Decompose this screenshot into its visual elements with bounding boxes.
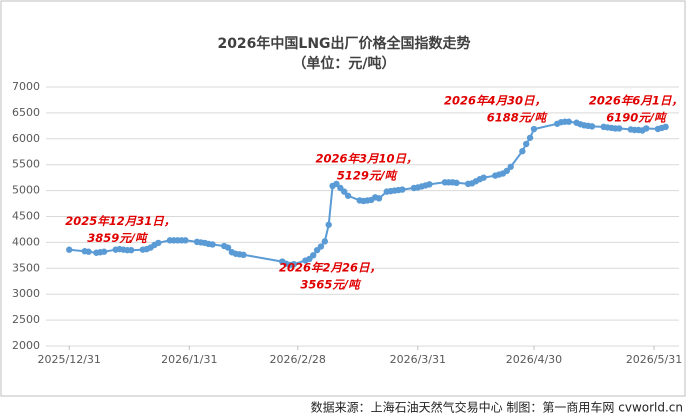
data-point	[290, 260, 298, 268]
y-tick-label: 2500	[12, 313, 40, 326]
data-point	[325, 221, 332, 228]
data-point	[662, 123, 669, 131]
y-tick-label: 6500	[12, 106, 40, 119]
data-point	[317, 243, 325, 250]
data-point	[333, 180, 340, 188]
annotation-value: 3859元/吨	[87, 231, 149, 245]
chart-frame	[0, 0, 686, 397]
y-tick-label: 3000	[12, 287, 40, 300]
annotation-value: 6188元/吨	[487, 111, 549, 125]
data-point	[530, 125, 538, 133]
data-point	[321, 238, 329, 245]
source-note: 数据来源：上海石油天然气交易中心 制图：第一商用车网 cvworld.cn	[311, 400, 683, 415]
data-point	[128, 246, 135, 254]
data-point	[310, 252, 317, 259]
data-point	[100, 248, 108, 255]
y-tick-label: 5500	[12, 158, 40, 171]
data-point	[155, 239, 162, 247]
x-tick-label: 2026/4/30	[506, 353, 562, 366]
y-tick-label: 7000	[12, 80, 40, 93]
annotation-value: 6190元/吨	[606, 110, 668, 124]
x-tick-label: 2026/2/28	[270, 353, 326, 366]
data-point	[66, 246, 73, 253]
data-point	[341, 188, 348, 195]
data-point	[507, 163, 514, 170]
annotation-date: 2026年4月30日，	[444, 94, 546, 108]
annotation-date: 2026年2月26日，	[279, 260, 381, 274]
annotation-date: 2026年6月1日，	[589, 93, 683, 107]
data-point	[375, 195, 383, 202]
x-tick-label: 2026/1/31	[161, 353, 217, 366]
y-tick-label: 4000	[12, 235, 40, 248]
data-point	[519, 148, 526, 155]
data-point	[565, 118, 573, 125]
y-tick-label: 6000	[12, 132, 40, 145]
y-tick-label: 4500	[12, 210, 40, 223]
annotation-value: 5129元/吨	[337, 168, 399, 182]
chart-subtitle: （单位：元/吨）	[292, 55, 395, 72]
y-tick-label: 5000	[12, 184, 40, 197]
chart-title: 2026年中国LNG出厂价格全国指数走势	[217, 35, 470, 52]
data-point	[209, 241, 216, 248]
data-point	[643, 125, 650, 132]
data-point	[523, 140, 530, 148]
data-point	[240, 251, 247, 259]
x-tick-label: 2025/12/31	[38, 353, 101, 366]
y-tick-label: 3500	[12, 261, 40, 274]
data-point	[85, 248, 92, 255]
data-point	[588, 123, 596, 130]
x-tick-label: 2026/3/31	[390, 353, 446, 366]
data-point	[453, 179, 460, 187]
annotation-date: 2026年3月10日，	[315, 151, 417, 165]
data-point	[426, 181, 433, 188]
data-point	[615, 125, 623, 132]
y-tick-label: 2000	[12, 339, 40, 352]
data-point	[182, 237, 189, 244]
annotation-date: 2025年12月31日，	[65, 214, 175, 228]
data-point	[224, 244, 232, 251]
data-point	[526, 134, 534, 141]
annotation-value: 3565元/吨	[300, 277, 362, 291]
data-point	[480, 174, 487, 181]
x-tick-label: 2026/5/31	[626, 353, 682, 366]
data-point	[344, 192, 352, 199]
data-point	[399, 186, 406, 193]
data-point	[503, 167, 511, 175]
